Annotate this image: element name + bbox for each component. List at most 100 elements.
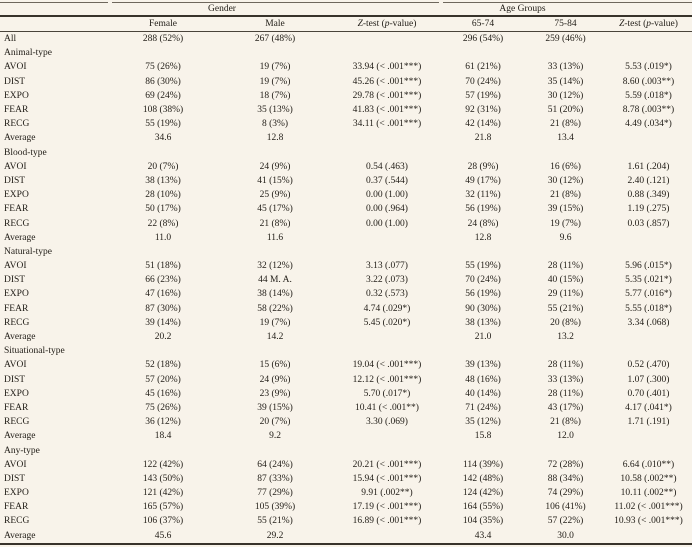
data-row: AVOI 122 (42%) 64 (24%) 20.21 (< .001***) 11…	[0, 458, 692, 472]
section-header-row: Any-type	[0, 443, 692, 457]
value-cell: 5.53 (.019*)	[625, 62, 672, 73]
section-header-row: Natural-type	[0, 245, 692, 259]
value-cell: 44 M. A.	[258, 275, 292, 286]
value-cell: 0.37 (.544)	[366, 175, 408, 186]
col-header-female: Female	[110, 16, 216, 32]
value-cell: 20 (8%)	[550, 317, 581, 328]
value-cell: 12.12 (< .001***)	[352, 374, 422, 385]
section-filler	[110, 245, 692, 259]
data-row: RECG 106 (37%) 55 (21%) 16.89 (< .001***) 10…	[0, 514, 692, 528]
data-row: FEAR 50 (17%) 45 (17%) 0.00 (.964) 56 (19%) 3…	[0, 202, 692, 216]
row-label: EXPO	[4, 289, 29, 300]
row-label: Average	[4, 332, 36, 343]
ztest-p-italic: p	[646, 19, 652, 29]
value-cell: 9.91 (.002**)	[361, 488, 413, 499]
data-row: EXPO 121 (42%) 77 (29%) 9.91 (.002**) 124 (4…	[0, 486, 692, 500]
data-row: Average 20.2 14.2 21.0 13.2	[0, 330, 692, 344]
value-cell: 35 (12%)	[465, 417, 501, 428]
value-cell: 24 (9%)	[259, 374, 291, 385]
data-row: RECG 39 (14%) 19 (7%) 5.45 (.020*) 38 (13%) 2…	[0, 316, 692, 330]
value-cell: 45 (17%)	[257, 204, 293, 215]
value-cell: 43 (17%)	[547, 402, 584, 413]
value-cell: 21 (8%)	[550, 190, 581, 201]
value-cell: 108 (38%)	[142, 105, 184, 116]
row-label: Average	[4, 133, 36, 144]
value-cell: 12.0	[557, 431, 574, 442]
value-cell: 72 (28%)	[547, 459, 584, 470]
data-row: AVOI 51 (18%) 32 (12%) 3.13 (.077) 55 (19%) 2…	[0, 259, 692, 273]
value-cell: 87 (33%)	[257, 473, 293, 484]
value-cell: 10.11 (.002**)	[620, 488, 677, 499]
row-label: Average	[4, 530, 36, 541]
data-row: AVOI 52 (18%) 15 (6%) 19.04 (< .001***) 39 (…	[0, 358, 692, 372]
value-cell: 71 (24%)	[465, 402, 501, 413]
value-cell: 5.59 (.018*)	[625, 90, 672, 101]
data-row: Average 34.6 12.8 21.8 13.4	[0, 131, 692, 145]
value-cell: 0.70 (.401)	[627, 388, 670, 399]
value-cell	[605, 330, 692, 344]
value-cell: 1.71 (.191)	[627, 417, 670, 428]
value-cell: 75 (26%)	[145, 62, 181, 73]
row-label: FEAR	[4, 105, 29, 116]
value-cell: 29 (11%)	[547, 289, 584, 300]
value-cell: 69 (24%)	[145, 90, 181, 101]
row-label: AVOI	[4, 459, 27, 470]
value-cell: 28 (9%)	[467, 161, 499, 172]
value-cell	[334, 529, 440, 544]
value-cell: 77 (29%)	[257, 488, 293, 499]
value-cell: 33.94 (< .001***)	[352, 62, 422, 73]
value-cell	[334, 231, 440, 245]
value-cell: 5.35 (.021*)	[625, 275, 672, 286]
col-header-stub	[0, 16, 110, 32]
row-label: Average	[4, 232, 36, 243]
value-cell: 55 (19%)	[145, 119, 181, 130]
value-cell: 165 (57%)	[142, 502, 184, 513]
value-cell: 35 (14%)	[547, 76, 584, 87]
data-row: FEAR 108 (38%) 35 (13%) 41.83 (< .001***) 92…	[0, 103, 692, 117]
value-cell: 38 (14%)	[257, 289, 293, 300]
value-cell: 38 (13%)	[465, 317, 501, 328]
row-label: AVOI	[4, 161, 27, 172]
section-filler	[110, 46, 692, 60]
value-cell: 56 (19%)	[465, 204, 501, 215]
value-cell: 45 (16%)	[145, 388, 181, 399]
data-row: DIST 57 (20%) 24 (9%) 12.12 (< .001***) 48 (…	[0, 373, 692, 387]
data-row: EXPO 69 (24%) 18 (7%) 29.78 (< .001***) 57 (…	[0, 89, 692, 103]
value-cell: 18 (7%)	[259, 90, 291, 101]
value-cell: 3.22 (.073)	[366, 275, 408, 286]
value-cell: 90 (30%)	[465, 303, 501, 314]
value-cell: 55 (21%)	[257, 516, 293, 527]
spanner-age-ztest-spacer	[605, 3, 692, 17]
value-cell: 45.26 (< .001***)	[352, 76, 422, 87]
value-cell: 16 (6%)	[550, 161, 581, 172]
value-cell: 52 (18%)	[145, 360, 181, 371]
row-label: RECG	[4, 317, 30, 328]
value-cell: 24 (8%)	[467, 218, 499, 229]
value-cell: 30.0	[557, 530, 574, 541]
value-cell: 45.6	[154, 530, 172, 541]
value-cell: 40 (14%)	[465, 388, 501, 399]
col-header-ztest-age: Z-test (p-value)	[605, 16, 692, 32]
value-cell: 21 (8%)	[259, 218, 291, 229]
value-cell: 19 (7%)	[259, 62, 291, 73]
value-cell: 259 (46%)	[545, 34, 586, 45]
value-cell: 3.34 (.068)	[627, 317, 670, 328]
row-label: EXPO	[4, 190, 29, 201]
value-cell	[605, 429, 692, 443]
value-cell: 15.94 (< .001***)	[352, 473, 422, 484]
value-cell: 114 (39%)	[462, 459, 503, 470]
value-cell	[605, 231, 692, 245]
value-cell: 17.19 (< .001***)	[352, 502, 422, 513]
value-cell: 74 (29%)	[547, 488, 584, 499]
statistics-table: Gender Age Groups Female Male Z-test (p-…	[0, 3, 692, 545]
value-cell: 1.07 (.300)	[627, 374, 670, 385]
row-label: DIST	[4, 374, 26, 385]
row-label: RECG	[4, 218, 30, 229]
value-cell: 30 (12%)	[547, 175, 584, 186]
value-cell: 6.64 (.010**)	[622, 459, 675, 470]
section-label: Natural-type	[4, 246, 53, 257]
section-label: Any-type	[4, 445, 40, 456]
value-cell: 8.78 (.003**)	[622, 105, 675, 116]
value-cell	[334, 330, 440, 344]
data-row: FEAR 165 (57%) 105 (39%) 17.19 (< .001***) 1…	[0, 500, 692, 514]
